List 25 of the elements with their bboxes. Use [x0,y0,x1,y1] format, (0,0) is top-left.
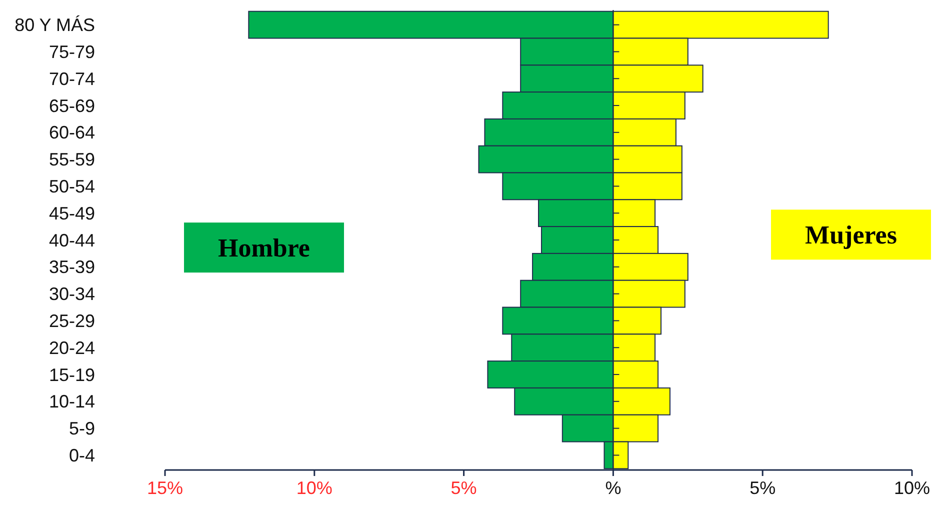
y-tick-label: 75-79 [48,42,95,62]
y-tick-label: 40-44 [48,230,95,250]
x-tick-label: 10% [296,478,332,498]
y-tick-label: 70-74 [48,68,95,89]
text: Mujeres [805,220,897,250]
text: Hombre [218,234,310,263]
y-tick-label: 35-39 [48,257,95,278]
y-tick-label: 10-14 [48,392,95,412]
y-tick-label: 0-4 [68,446,95,466]
y-tick-label: 25-29 [48,311,95,331]
y-tick-label: 65-69 [48,96,95,116]
x-tick-label: 5% [750,478,776,498]
x-tick-label: 5% [450,478,477,498]
y-tick-label: 15-19 [48,364,95,385]
y-tick-label: 30-34 [48,284,95,304]
y-tick-label: 80 Y MÁS [14,15,95,36]
y-tick-label: 20-24 [48,338,95,358]
x-tick-label: 10% [894,478,930,498]
y-tick-label: 5-9 [68,418,95,439]
y-tick-label: 55-59 [48,150,95,170]
y-tick-label: 50-54 [48,176,95,196]
x-tick-label: 15% [146,478,184,498]
y-tick-label: 45-49 [48,203,95,224]
x-tick-label: % [605,478,622,498]
y-tick-label: 60-64 [48,122,95,143]
